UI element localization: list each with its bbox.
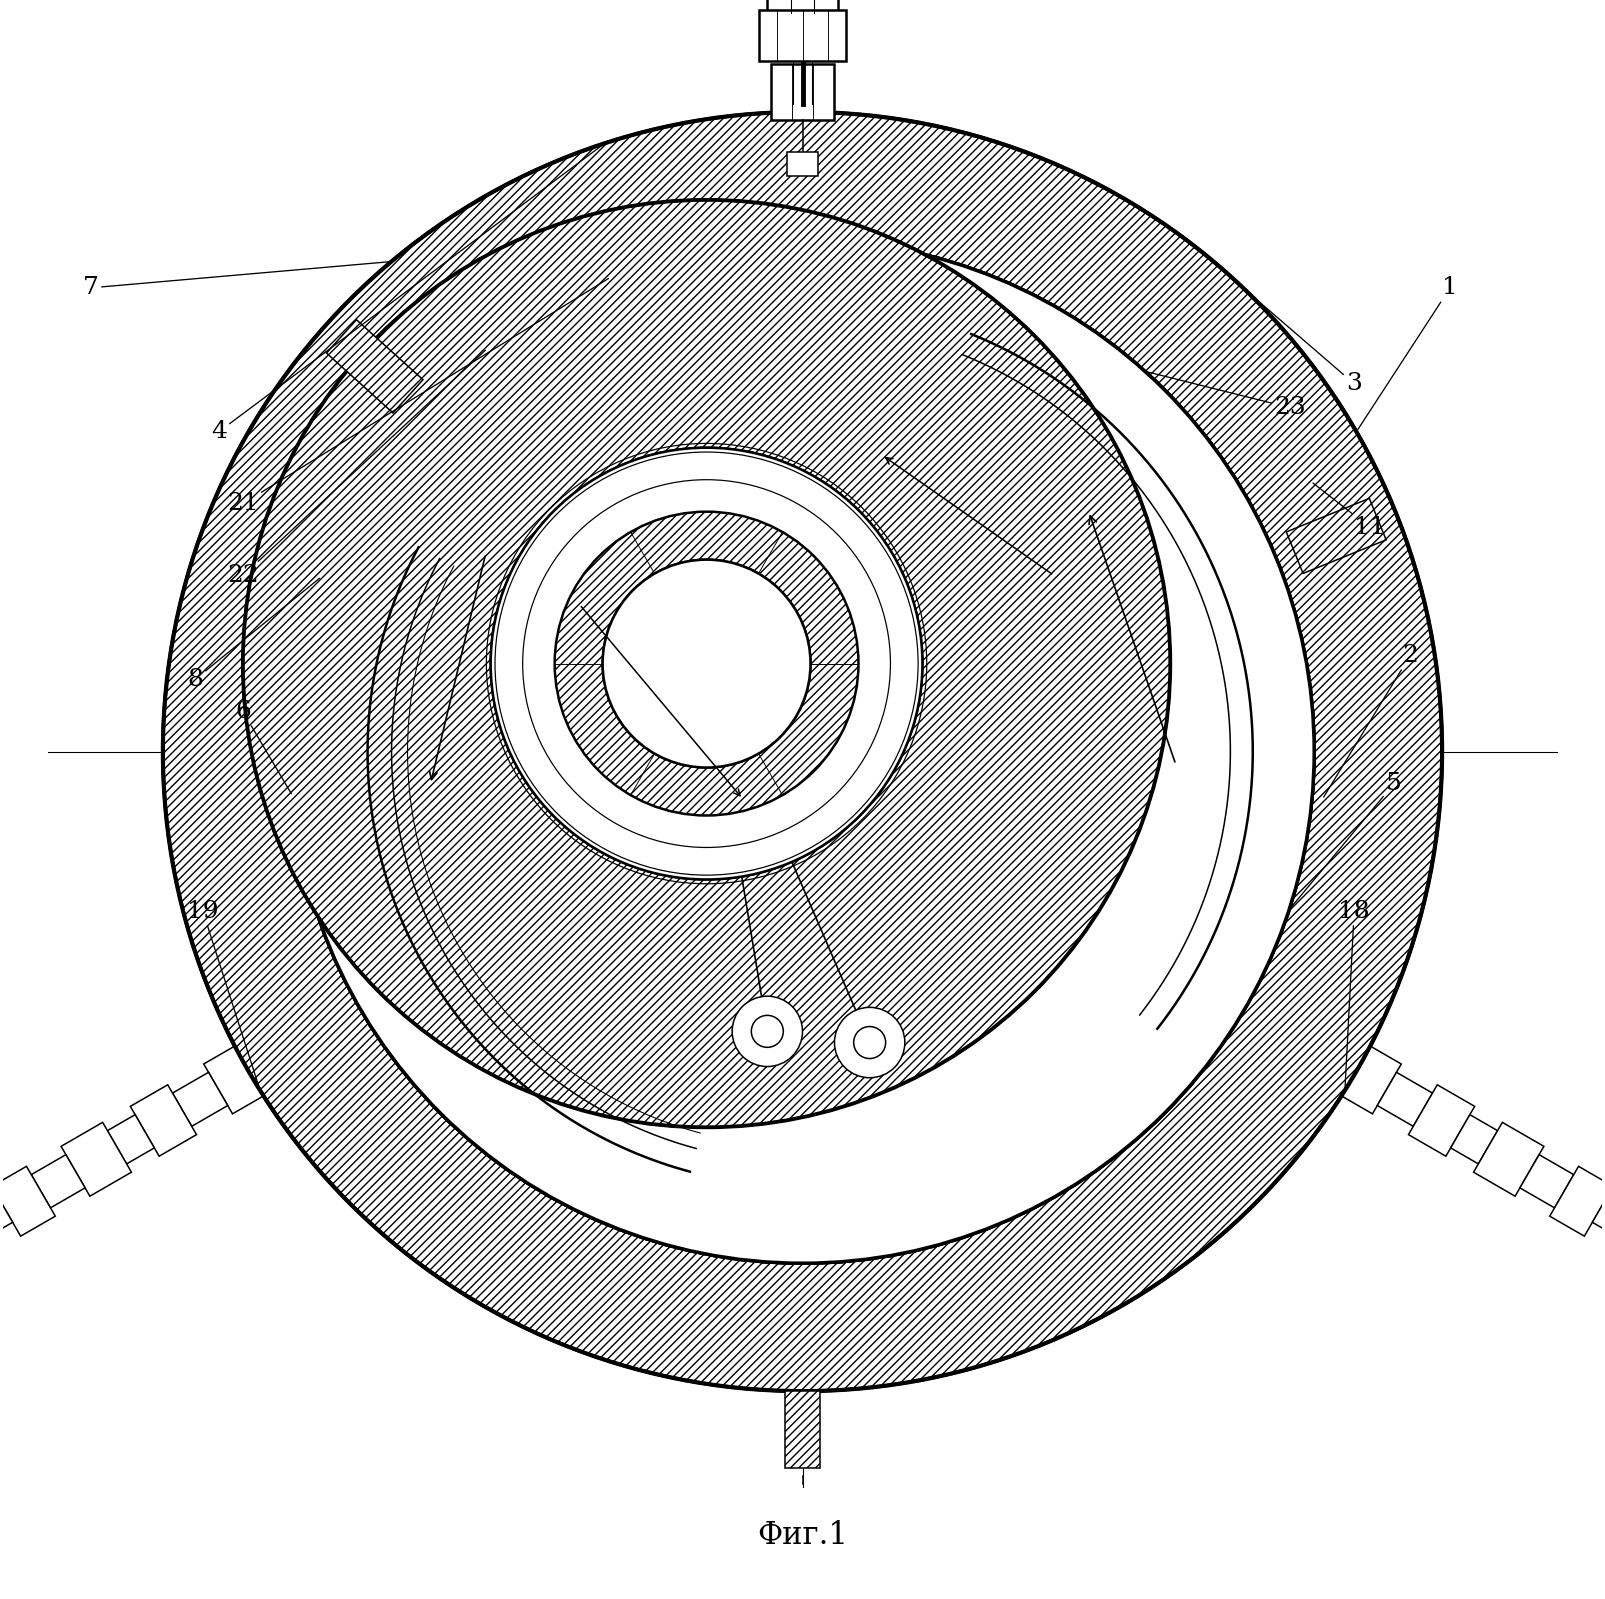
Bar	[786, 152, 819, 176]
Polygon shape	[1342, 1046, 1401, 1115]
Circle shape	[291, 240, 1314, 1263]
Text: 1: 1	[1358, 277, 1457, 430]
Polygon shape	[0, 1166, 55, 1236]
Circle shape	[854, 1027, 886, 1059]
Text: 18: 18	[1339, 900, 1371, 1087]
Polygon shape	[1550, 1166, 1605, 1236]
Polygon shape	[0, 1201, 13, 1250]
Text: 11: 11	[1313, 483, 1385, 539]
Circle shape	[242, 200, 1170, 1127]
Polygon shape	[1451, 1115, 1497, 1164]
Text: 21: 21	[226, 278, 608, 515]
Text: 4: 4	[210, 146, 602, 443]
Text: 22: 22	[226, 350, 485, 587]
Polygon shape	[1473, 1122, 1544, 1196]
Circle shape	[291, 240, 1314, 1263]
Polygon shape	[61, 1122, 132, 1196]
Circle shape	[162, 112, 1443, 1391]
Bar	[767, 0, 838, 13]
Polygon shape	[108, 1115, 154, 1164]
Text: 7: 7	[83, 262, 388, 299]
Circle shape	[555, 512, 859, 815]
Polygon shape	[30, 1154, 85, 1207]
Circle shape	[602, 560, 811, 768]
Text: Фиг.1: Фиг.1	[758, 1519, 847, 1551]
Circle shape	[291, 240, 1314, 1263]
Polygon shape	[1286, 499, 1387, 574]
Polygon shape	[1520, 1154, 1575, 1207]
Circle shape	[835, 1007, 905, 1078]
Circle shape	[732, 996, 802, 1067]
Bar	[759, 10, 846, 61]
Polygon shape	[204, 1046, 263, 1115]
Text: 5: 5	[1290, 772, 1403, 908]
Text: 6: 6	[234, 700, 292, 793]
Polygon shape	[326, 320, 424, 413]
Circle shape	[491, 448, 923, 879]
Text: 8: 8	[186, 579, 319, 691]
Circle shape	[491, 448, 923, 879]
Text: 2: 2	[1324, 644, 1419, 798]
Polygon shape	[172, 1073, 228, 1126]
Text: 3: 3	[1199, 249, 1363, 395]
Polygon shape	[130, 1084, 196, 1156]
Polygon shape	[1409, 1084, 1475, 1156]
Bar	[785, 1391, 820, 1468]
Polygon shape	[1592, 1201, 1605, 1250]
Text: 23: 23	[1148, 373, 1306, 419]
Polygon shape	[1377, 1073, 1433, 1126]
Circle shape	[602, 560, 811, 768]
Circle shape	[751, 1015, 783, 1047]
Bar	[770, 64, 835, 120]
Text: 19: 19	[188, 900, 260, 1087]
